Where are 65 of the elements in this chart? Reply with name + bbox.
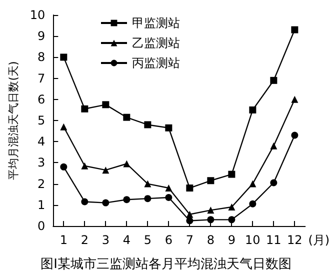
point xyxy=(102,166,110,174)
x-axis-title: (月) xyxy=(308,233,330,247)
point xyxy=(60,123,68,130)
legend-label: 乙监测站 xyxy=(132,36,180,50)
point xyxy=(81,198,88,206)
point xyxy=(144,121,152,128)
point xyxy=(186,184,194,192)
x-tick-label: 10 xyxy=(245,233,260,247)
point xyxy=(270,179,278,186)
point xyxy=(291,132,298,139)
x-tick-label: 2 xyxy=(80,233,88,247)
y-tick-label: 1 xyxy=(38,198,46,212)
y-tick-label: 5 xyxy=(38,114,46,128)
point xyxy=(144,195,152,202)
point xyxy=(60,54,68,61)
y-tick-label: 8 xyxy=(38,50,46,64)
point xyxy=(165,184,172,192)
x-tick-label: 11 xyxy=(266,233,282,247)
point xyxy=(270,76,278,84)
x-tick-label: 5 xyxy=(144,233,152,247)
x-tick-label: 8 xyxy=(206,233,214,247)
point xyxy=(249,180,256,188)
x-tick-label: 9 xyxy=(228,233,236,247)
point xyxy=(123,114,130,121)
point xyxy=(291,26,298,34)
x-tick-label: 6 xyxy=(164,233,172,247)
y-tick-label: 9 xyxy=(38,29,46,44)
point xyxy=(228,204,236,211)
point xyxy=(165,194,172,202)
y-tick-label: 2 xyxy=(38,176,46,191)
point xyxy=(60,163,68,170)
point xyxy=(186,217,194,224)
y-tick-label: 10 xyxy=(30,8,46,22)
x-tick-label: 3 xyxy=(102,233,110,247)
point xyxy=(102,101,110,108)
x-tick-label: 1 xyxy=(60,233,68,247)
y-tick-label: 6 xyxy=(38,92,46,106)
point xyxy=(291,96,298,103)
x-tick-label: 7 xyxy=(186,233,194,247)
point xyxy=(81,162,88,170)
point xyxy=(228,216,236,224)
point xyxy=(165,124,172,132)
x-tick-label: 4 xyxy=(122,233,130,247)
y-axis-title: 平均月混浊天气日数(天) xyxy=(7,61,20,180)
legend-label: 甲监测站 xyxy=(132,16,180,30)
point xyxy=(207,177,214,184)
point xyxy=(123,196,130,204)
legend-label: 丙监测站 xyxy=(132,56,180,70)
point xyxy=(102,199,110,206)
point xyxy=(270,142,278,150)
point xyxy=(207,216,214,224)
y-tick-label: 7 xyxy=(38,71,46,86)
point xyxy=(249,106,256,114)
point xyxy=(249,200,256,208)
x-tick-label: 12 xyxy=(287,233,302,247)
point xyxy=(228,170,236,178)
y-tick-label: 3 xyxy=(38,156,46,170)
point xyxy=(144,180,152,188)
point xyxy=(123,160,130,168)
y-tick-label: 4 xyxy=(38,134,46,149)
text: 图Ⅰ某城市三监测站各月平均混浊天气日数图 xyxy=(40,257,292,272)
y-tick-label: 0 xyxy=(38,219,46,233)
point xyxy=(207,206,214,214)
point xyxy=(81,105,88,112)
point xyxy=(186,210,194,218)
